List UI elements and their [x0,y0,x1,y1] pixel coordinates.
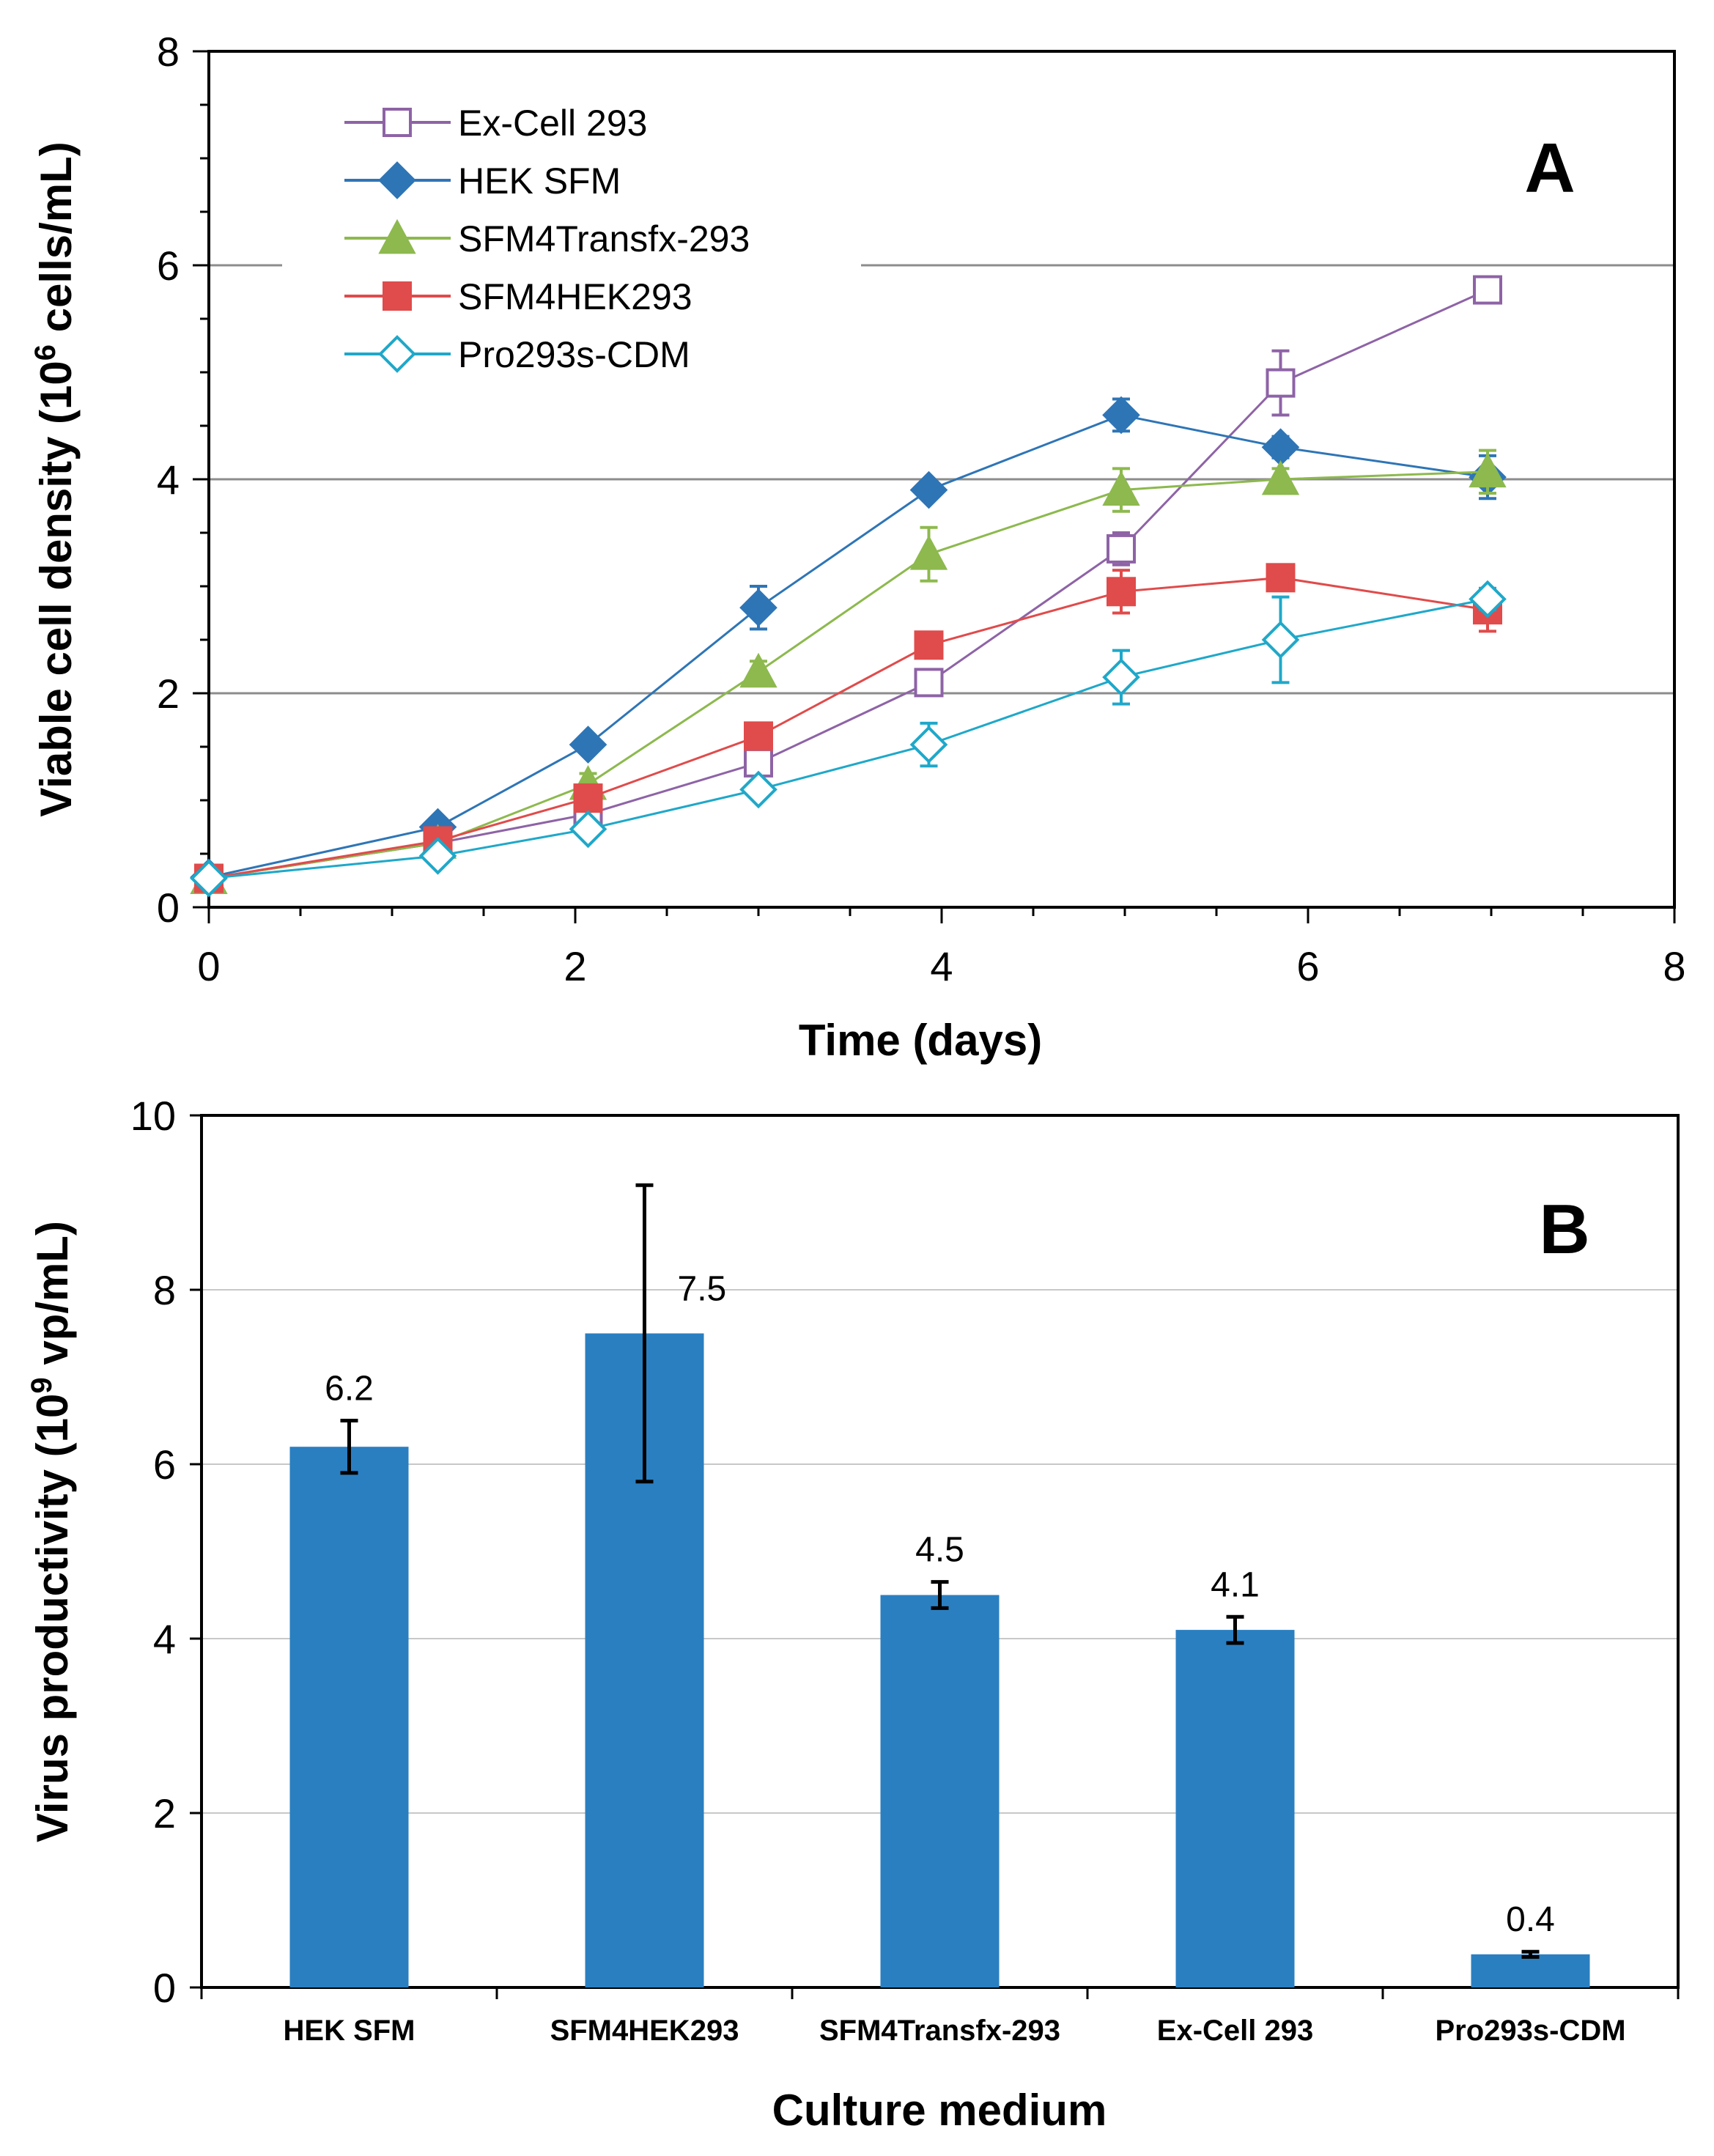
panel-a-legend: Ex-Cell 293 HEK SFM SFM4Transfx-293 SFM4HEK… [344,103,750,375]
panel-b-axes: 0 2 4 6 8 10 HEK SFM SFM4HEK293 SFM4Transfx-293 E… [130,1093,1680,2047]
data-point [909,535,948,570]
data-label: 0.4 [1506,1900,1555,1939]
data-point [1266,368,1296,398]
series-line [208,413,1488,879]
data-point [1102,396,1140,435]
data-point [1107,577,1136,607]
category-label: HEK SFM [284,2015,415,2047]
y-tick-label: 0 [153,1965,176,2011]
data-label: 4.1 [1211,1565,1260,1604]
data-point [569,726,607,764]
data-point [1473,275,1502,305]
y-tick-label: 4 [157,457,180,503]
series-line [208,470,1488,880]
data-label: 6.2 [325,1370,374,1409]
data-point [909,470,948,509]
panel-a-letter: A [1524,129,1575,207]
panel-b-bars: 6.2 7.5 4.5 4.1 0.4 [289,1183,1590,1987]
legend-entry: SFM4Transfx-293 [344,218,750,259]
panel-b-y-axis-title: Virus productivity (109 vp/mL) [26,1221,77,1842]
series-sfm4transfx-293 [190,448,1507,894]
data-point [739,770,777,809]
legend-label: SFM4HEK293 [458,276,692,317]
panel-b-x-axis-title: Culture medium [772,2086,1107,2135]
data-point [1102,658,1140,696]
legend-entry: Ex-Cell 293 [344,103,647,144]
data-point [739,652,777,688]
series-sfm4hek293 [194,563,1502,893]
data-point [1261,621,1300,659]
data-point [1469,452,1507,488]
legend-background [282,88,861,381]
legend-label: HEK SFM [458,160,621,202]
data-point [573,783,603,813]
data-point [914,668,944,698]
series-line [208,598,1488,880]
legend-entry: SFM4HEK293 [344,276,692,317]
panel-a-y-axis-title: Viable cell density (106 cells/mL) [29,141,81,817]
legend-entry: Pro293s-CDM [344,334,690,375]
data-point [1266,563,1296,593]
panel-a-axes: 0 2 4 6 8 0 2 4 6 8 [157,29,1686,989]
y-tick-label: 10 [130,1093,176,1139]
legend-entry: HEK SFM [344,160,621,202]
data-point [1261,428,1300,467]
data-label: 4.5 [915,1531,964,1570]
series-line [208,289,1488,880]
data-point [909,726,948,764]
y-tick-label: 0 [157,885,180,931]
panel-a-series [190,275,1507,898]
y-tick-label: 4 [153,1616,176,1662]
panel-b-letter: B [1539,1190,1589,1269]
legend-marker [378,218,416,254]
data-point [744,721,773,751]
y-tick-label: 8 [153,1267,176,1313]
y-tick-label: 8 [157,29,180,75]
data-point [739,588,777,627]
panel-a-chart: 0 2 4 6 8 0 2 4 6 8 Ex-Cell 293 HEK SFM SFM4Transfx… [29,29,1686,1065]
x-tick-label: 8 [1663,943,1685,989]
series-hek-sfm [190,396,1507,896]
legend-marker [378,161,416,199]
bar [880,1595,1000,1987]
data-point [569,810,607,849]
data-point [1107,534,1136,564]
legend-label: SFM4Transfx-293 [458,218,750,259]
x-tick-label: 0 [197,943,220,989]
data-point [1469,580,1507,619]
category-label: SFM4HEK293 [550,2015,739,2047]
panel-a-gridlines [209,88,1674,695]
series-line [208,576,1488,880]
category-label: SFM4Transfx-293 [819,2015,1060,2047]
data-point [914,630,944,660]
data-point [1102,470,1140,506]
y-tick-label: 2 [153,1790,176,1836]
legend-marker [383,281,412,311]
data-point [190,859,228,898]
y-tick-label: 2 [157,671,180,717]
data-point [1261,459,1300,495]
panel-a-x-axis-title: Time (days) [799,1016,1042,1065]
x-tick-label: 2 [564,943,586,989]
category-label: Ex-Cell 293 [1157,2015,1313,2047]
bar [1471,1954,1590,1987]
panel-b-chart: 0 2 4 6 8 10 HEK SFM SFM4HEK293 SFM4Transfx-293 E… [26,1093,1680,2135]
series-pro293s-cdm [190,580,1507,898]
legend-marker [383,108,412,137]
legend-label: Pro293s-CDM [458,334,690,375]
data-point [418,837,457,875]
legend-label: Ex-Cell 293 [458,103,647,144]
category-label: Pro293s-CDM [1435,2015,1625,2047]
y-tick-label: 6 [157,243,180,289]
bar [1175,1630,1295,1987]
bar [289,1447,409,1987]
legend-marker [378,335,416,373]
data-label: 7.5 [678,1270,727,1309]
x-tick-label: 6 [1296,943,1319,989]
y-tick-label: 6 [153,1441,176,1488]
x-tick-label: 4 [930,943,953,989]
